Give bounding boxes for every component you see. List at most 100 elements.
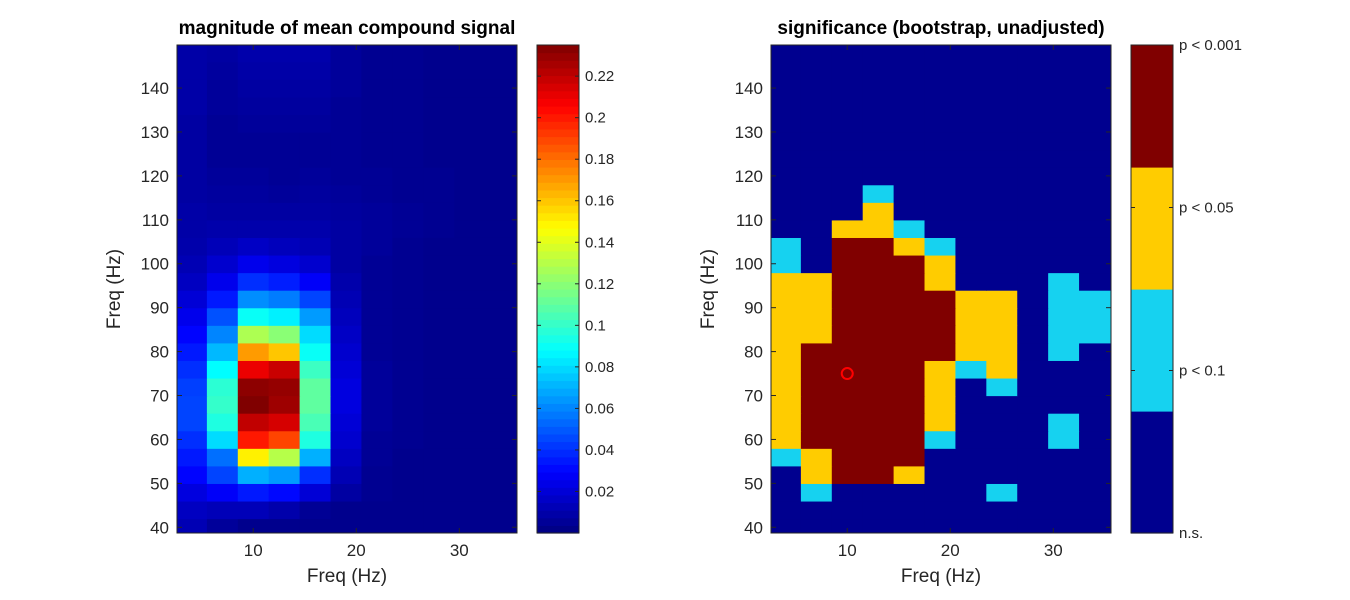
- heatmap-cell: [454, 430, 486, 449]
- heatmap-cell: [237, 448, 270, 467]
- right-chart-title: significance (bootstrap, unadjusted): [777, 18, 1104, 39]
- heatmap-cell: [893, 465, 926, 484]
- y-tick-label: 90: [150, 299, 169, 318]
- heatmap-cell: [800, 360, 833, 379]
- colorbar-segment: [537, 456, 579, 465]
- heatmap-cell: [771, 360, 802, 379]
- heatmap-cell: [1079, 483, 1111, 502]
- heatmap-cell: [1079, 377, 1111, 397]
- heatmap-cell: [299, 377, 332, 397]
- y-tick-label: 130: [141, 123, 169, 142]
- heatmap-cell: [1048, 465, 1080, 484]
- heatmap-cell: [177, 167, 208, 186]
- colorbar-segment: [537, 128, 579, 138]
- heatmap-cell: [237, 395, 270, 414]
- heatmap-cell: [924, 272, 957, 291]
- colorbar-tick-label: 0.22: [585, 68, 614, 85]
- heatmap-cell: [1048, 395, 1080, 414]
- heatmap-cell: [862, 79, 895, 98]
- colorbar-tick-label: 0.1: [585, 317, 606, 334]
- y-tick-label: 40: [150, 518, 169, 537]
- heatmap-cell: [1048, 167, 1080, 186]
- heatmap-cell: [924, 483, 957, 502]
- heatmap-cell: [862, 413, 895, 432]
- heatmap-cell: [361, 377, 393, 397]
- heatmap-cell: [771, 96, 802, 115]
- heatmap-cell: [1079, 114, 1111, 133]
- heatmap-cell: [1017, 272, 1049, 291]
- heatmap-cell: [1079, 395, 1111, 414]
- heatmap-cell: [831, 430, 864, 449]
- heatmap-cell: [237, 184, 270, 203]
- heatmap-cell: [800, 483, 833, 502]
- heatmap-cell: [1079, 254, 1111, 274]
- heatmap-cell: [1079, 448, 1111, 467]
- heatmap-cell: [924, 465, 957, 484]
- heatmap-cell: [1017, 360, 1049, 379]
- right-axis-ticks: 10 20 30 40 50 60 70 80 90 100 110 120 130 140: [735, 45, 1111, 560]
- heatmap-cell: [423, 254, 455, 274]
- heatmap-cell: [862, 254, 895, 274]
- heatmap-cell: [206, 413, 239, 432]
- heatmap-cell: [955, 237, 987, 256]
- heatmap-cell: [1048, 219, 1080, 238]
- heatmap-cell: [268, 483, 301, 502]
- heatmap-cell: [771, 184, 802, 203]
- heatmap-cell: [177, 237, 208, 256]
- heatmap-cell: [206, 483, 239, 502]
- heatmap-cell: [1079, 413, 1111, 432]
- heatmap-cell: [1079, 219, 1111, 238]
- heatmap-cell: [771, 465, 802, 484]
- heatmap-cell: [177, 342, 208, 361]
- heatmap-cell: [423, 237, 455, 256]
- colorbar-segment: [537, 67, 579, 77]
- heatmap-cell: [1017, 237, 1049, 256]
- heatmap-cell: [986, 219, 1018, 238]
- heatmap-cell: [454, 413, 486, 432]
- heatmap-cell: [392, 79, 424, 98]
- heatmap-cell: [361, 342, 393, 361]
- heatmap-cell: [485, 395, 517, 414]
- heatmap-cell: [454, 360, 486, 379]
- heatmap-cell: [454, 342, 486, 361]
- heatmap-cell: [392, 360, 424, 379]
- heatmap-cell: [800, 465, 833, 484]
- heatmap-cell: [800, 237, 833, 256]
- heatmap-cell: [268, 202, 301, 221]
- y-tick-label: 80: [744, 343, 763, 362]
- y-tick-label: 60: [150, 430, 169, 449]
- heatmap-cell: [800, 79, 833, 98]
- heatmap-cell: [986, 325, 1018, 344]
- heatmap-cell: [893, 500, 926, 520]
- heatmap-cell: [893, 342, 926, 361]
- y-tick-label: 50: [150, 474, 169, 493]
- heatmap-cell: [485, 413, 517, 432]
- heatmap-cell: [361, 307, 393, 326]
- heatmap-cell: [177, 45, 208, 63]
- heatmap-cell: [237, 272, 270, 291]
- heatmap-cell: [862, 237, 895, 256]
- y-tick-label: 80: [150, 343, 169, 362]
- heatmap-cell: [1017, 79, 1049, 98]
- colorbar-segment: [537, 334, 579, 343]
- heatmap-cell: [831, 307, 864, 326]
- heatmap-cell: [800, 219, 833, 238]
- heatmap-cell: [237, 483, 270, 502]
- heatmap-cell: [268, 96, 301, 115]
- heatmap-cell: [1048, 342, 1080, 361]
- heatmap-cell: [237, 500, 270, 520]
- heatmap-cell: [771, 325, 802, 344]
- heatmap-cell: [955, 131, 987, 151]
- colorbar-segment: [537, 220, 579, 229]
- heatmap-cell: [423, 149, 455, 168]
- heatmap-cell: [268, 79, 301, 98]
- heatmap-cell: [862, 377, 895, 397]
- heatmap-cell: [423, 395, 455, 414]
- heatmap-cell: [485, 45, 517, 63]
- heatmap-cell: [955, 79, 987, 98]
- colorbar-segment: [537, 45, 579, 54]
- heatmap-cell: [206, 325, 239, 344]
- heatmap-cell: [771, 377, 802, 397]
- heatmap-cell: [485, 272, 517, 291]
- heatmap-cell: [392, 307, 424, 326]
